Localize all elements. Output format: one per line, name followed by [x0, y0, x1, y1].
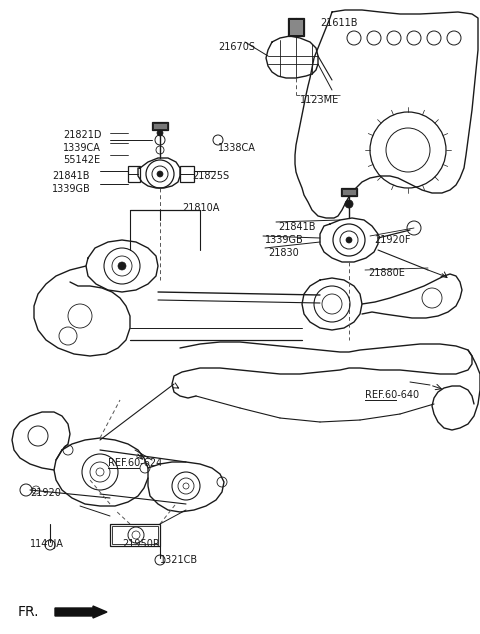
- Bar: [288, 18, 304, 36]
- Text: 1338CA: 1338CA: [218, 143, 256, 153]
- Bar: [110, 524, 160, 546]
- Text: REF.60-624: REF.60-624: [108, 458, 162, 468]
- Text: 21810A: 21810A: [182, 203, 219, 213]
- Bar: [152, 122, 168, 130]
- Circle shape: [345, 200, 353, 208]
- Text: 21880E: 21880E: [368, 268, 405, 278]
- Text: REF.60-640: REF.60-640: [365, 390, 419, 400]
- Circle shape: [157, 130, 163, 136]
- Text: 1339GB: 1339GB: [52, 184, 91, 194]
- Bar: [112, 526, 158, 544]
- Text: 21611B: 21611B: [320, 18, 358, 28]
- Text: 21830: 21830: [268, 248, 299, 258]
- Text: 21950R: 21950R: [122, 539, 160, 549]
- Text: 21670S: 21670S: [218, 42, 255, 52]
- Circle shape: [118, 262, 126, 270]
- Bar: [180, 166, 194, 182]
- Text: 55142E: 55142E: [63, 155, 100, 165]
- Text: FR.: FR.: [18, 605, 39, 619]
- Bar: [341, 188, 357, 196]
- Bar: [342, 189, 356, 195]
- Text: 21841B: 21841B: [278, 222, 315, 232]
- Text: 21920: 21920: [30, 488, 61, 498]
- Circle shape: [157, 171, 163, 177]
- Text: 21920F: 21920F: [374, 235, 410, 245]
- Text: 1339GB: 1339GB: [265, 235, 304, 245]
- Text: 1321CB: 1321CB: [160, 555, 198, 565]
- Text: 1140JA: 1140JA: [30, 539, 64, 549]
- Bar: [128, 166, 140, 182]
- Bar: [289, 19, 303, 35]
- Bar: [153, 123, 167, 129]
- Text: 21821D: 21821D: [63, 130, 101, 140]
- Text: 1339CA: 1339CA: [63, 143, 101, 153]
- Text: 21825S: 21825S: [192, 171, 229, 181]
- Text: 1123ME: 1123ME: [300, 95, 339, 105]
- Circle shape: [346, 237, 352, 243]
- FancyArrow shape: [55, 606, 107, 618]
- Text: 21841B: 21841B: [52, 171, 89, 181]
